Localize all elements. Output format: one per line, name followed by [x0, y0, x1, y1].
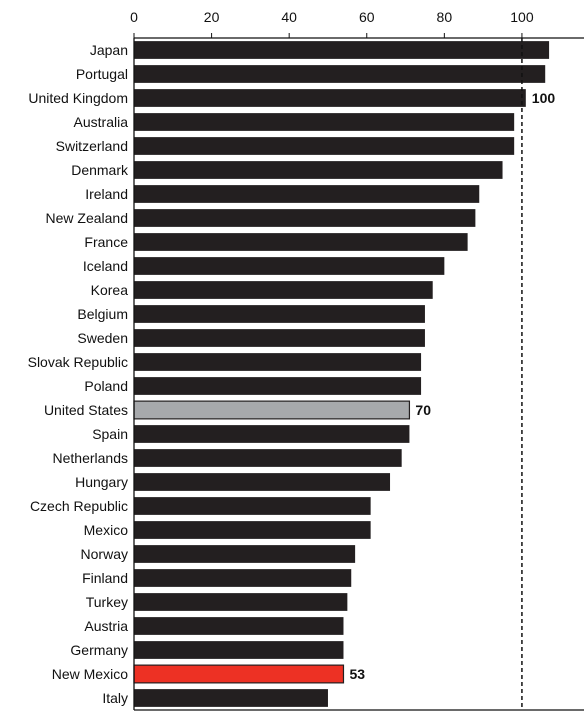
bar-japan	[134, 41, 550, 59]
category-label-new-zealand: New Zealand	[46, 210, 129, 226]
category-label-spain: Spain	[92, 426, 128, 442]
x-axis: 0 20 40 60 80 100	[130, 9, 534, 38]
category-label-slovak-republic: Slovak Republic	[28, 354, 128, 370]
category-label-finland: Finland	[82, 570, 128, 586]
bar-australia	[134, 113, 515, 131]
data-label-united-kingdom: 100	[532, 90, 556, 106]
category-label-poland: Poland	[84, 378, 128, 394]
category-label-austria: Austria	[84, 618, 128, 634]
x-tick-label-80: 80	[437, 9, 453, 25]
category-label-belgium: Belgium	[77, 306, 128, 322]
category-label-czech-republic: Czech Republic	[30, 498, 128, 514]
bar-denmark	[134, 161, 503, 179]
bar-ireland	[134, 185, 480, 203]
x-tick-label-40: 40	[281, 9, 297, 25]
category-label-portugal: Portugal	[76, 66, 128, 82]
category-label-norway: Norway	[81, 546, 128, 562]
x-tick-label-0: 0	[130, 9, 138, 25]
bar-italy	[134, 689, 328, 707]
bar-netherlands	[134, 449, 402, 467]
category-label-denmark: Denmark	[71, 162, 129, 178]
data-label-united-states: 70	[415, 402, 431, 418]
category-label-iceland: Iceland	[83, 258, 128, 274]
category-label-hungary: Hungary	[75, 474, 128, 490]
category-label-ireland: Ireland	[85, 186, 128, 202]
x-tick-label-60: 60	[359, 9, 375, 25]
bar-portugal	[134, 65, 546, 83]
bar-united-kingdom	[134, 89, 526, 107]
bar-spain	[134, 425, 410, 443]
bar-turkey	[134, 593, 348, 611]
bar-norway	[134, 545, 356, 563]
category-label-germany: Germany	[70, 642, 128, 658]
category-label-france: France	[84, 234, 128, 250]
category-label-korea: Korea	[91, 282, 129, 298]
bar-france	[134, 233, 468, 251]
category-label-new-mexico: New Mexico	[52, 666, 128, 682]
data-labels: 100 70 53	[349, 90, 555, 682]
x-tick-label-20: 20	[204, 9, 220, 25]
bar-sweden	[134, 329, 425, 347]
category-label-sweden: Sweden	[77, 330, 128, 346]
category-label-united-kingdom: United Kingdom	[28, 90, 128, 106]
bars	[133, 41, 550, 707]
bar-korea	[134, 281, 433, 299]
category-label-netherlands: Netherlands	[53, 450, 129, 466]
bar-finland	[134, 569, 352, 587]
data-label-new-mexico: 53	[349, 666, 365, 682]
category-label-switzerland: Switzerland	[56, 138, 128, 154]
bar-iceland	[134, 257, 445, 275]
bar-switzerland	[134, 137, 515, 155]
bar-slovak-republic	[134, 353, 422, 371]
category-label-australia: Australia	[74, 114, 129, 130]
category-labels: Japan Portugal United Kingdom Australia Swit…	[28, 42, 129, 706]
bar-austria	[134, 617, 344, 635]
axis-frame	[133, 37, 584, 711]
category-label-mexico: Mexico	[84, 522, 129, 538]
bar-czech-republic	[134, 497, 371, 515]
category-label-italy: Italy	[102, 690, 128, 706]
category-label-united-states: United States	[44, 402, 128, 418]
bar-united-states	[133, 400, 411, 420]
bar-new-zealand	[134, 209, 476, 227]
x-tick-label-100: 100	[510, 9, 534, 25]
bar-mexico	[134, 521, 371, 539]
bar-germany	[134, 641, 344, 659]
bar-hungary	[134, 473, 391, 491]
bar-poland	[134, 377, 422, 395]
category-label-turkey: Turkey	[86, 594, 128, 610]
category-label-japan: Japan	[90, 42, 128, 58]
bar-belgium	[134, 305, 425, 323]
bar-new-mexico	[133, 664, 345, 684]
